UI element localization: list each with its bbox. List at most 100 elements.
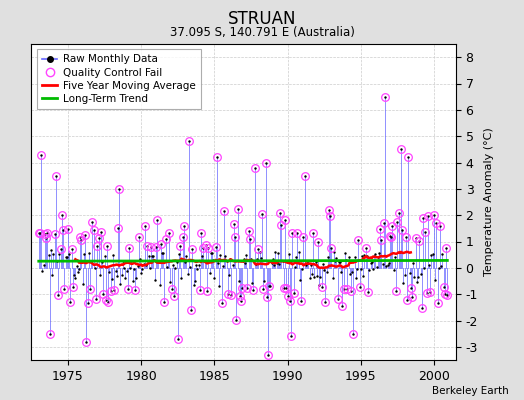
Point xyxy=(36,230,44,236)
Point xyxy=(340,286,348,292)
Point xyxy=(395,210,403,216)
Point xyxy=(93,243,102,249)
Point xyxy=(94,234,103,241)
Point xyxy=(119,258,127,264)
Point xyxy=(374,254,382,260)
Point xyxy=(329,275,337,281)
Point xyxy=(101,253,109,259)
Point xyxy=(324,254,332,260)
Point xyxy=(158,250,166,256)
Point xyxy=(116,281,125,287)
Point xyxy=(397,146,405,152)
Point xyxy=(255,249,264,255)
Point xyxy=(291,264,299,270)
Point xyxy=(222,258,231,264)
Point xyxy=(62,254,71,260)
Point xyxy=(135,234,143,240)
Text: 37.095 S, 140.791 E (Australia): 37.095 S, 140.791 E (Australia) xyxy=(170,26,354,39)
Point xyxy=(278,258,287,264)
Point xyxy=(50,231,59,238)
Point xyxy=(369,266,377,272)
Point xyxy=(252,261,260,267)
Point xyxy=(166,279,174,285)
Point xyxy=(77,236,85,243)
Point xyxy=(342,256,351,263)
Text: Berkeley Earth: Berkeley Earth xyxy=(432,386,508,396)
Point xyxy=(160,298,169,305)
Point xyxy=(181,259,189,266)
Point xyxy=(376,226,385,232)
Point xyxy=(345,270,354,277)
Point xyxy=(386,233,394,239)
Point xyxy=(199,245,208,252)
Point xyxy=(203,288,211,294)
Point xyxy=(358,253,366,259)
Point xyxy=(253,256,261,262)
Point xyxy=(128,278,137,285)
Point xyxy=(225,272,233,278)
Point xyxy=(365,267,374,274)
Point xyxy=(339,303,347,310)
Point xyxy=(242,252,250,258)
Point xyxy=(440,284,448,290)
Point xyxy=(370,253,378,259)
Point xyxy=(249,286,258,293)
Point xyxy=(125,245,133,252)
Point xyxy=(422,290,431,296)
Point xyxy=(298,266,307,272)
Point xyxy=(432,220,441,226)
Point xyxy=(191,278,199,284)
Point xyxy=(423,213,432,220)
Point xyxy=(438,251,446,257)
Point xyxy=(121,275,129,282)
Point xyxy=(39,262,48,268)
Point xyxy=(257,255,265,261)
Point xyxy=(47,246,55,253)
Point xyxy=(297,298,305,304)
Point xyxy=(87,259,95,265)
Point xyxy=(259,286,267,292)
Point xyxy=(427,252,435,259)
Point xyxy=(192,262,200,269)
Point xyxy=(105,268,114,275)
Point xyxy=(79,280,87,287)
Point xyxy=(97,229,105,235)
Point xyxy=(164,258,172,264)
Point xyxy=(349,330,357,337)
Point xyxy=(211,244,220,250)
Point xyxy=(216,252,225,258)
Point xyxy=(299,234,308,240)
Point xyxy=(356,266,365,272)
Point xyxy=(430,212,438,218)
Point xyxy=(367,259,376,266)
Point xyxy=(266,283,275,289)
Point xyxy=(205,269,214,276)
Point xyxy=(359,273,367,279)
Point xyxy=(310,274,319,280)
Point xyxy=(149,253,158,259)
Point xyxy=(300,172,309,179)
Point xyxy=(114,225,122,232)
Point xyxy=(65,250,73,257)
Point xyxy=(289,290,298,296)
Point xyxy=(171,265,180,271)
Point xyxy=(319,261,327,268)
Point xyxy=(337,269,345,276)
Point xyxy=(64,226,72,232)
Point xyxy=(49,251,58,257)
Point xyxy=(315,282,323,288)
Point xyxy=(104,299,113,305)
Point xyxy=(402,233,410,240)
Point xyxy=(224,291,232,298)
Point xyxy=(304,260,312,266)
Point xyxy=(404,154,412,160)
Point xyxy=(353,266,361,273)
Point xyxy=(318,284,326,290)
Point xyxy=(294,249,303,255)
Point xyxy=(82,338,91,345)
Point xyxy=(43,230,51,236)
Point xyxy=(331,258,340,264)
Point xyxy=(88,219,96,226)
Point xyxy=(227,292,236,298)
Point xyxy=(292,254,300,261)
